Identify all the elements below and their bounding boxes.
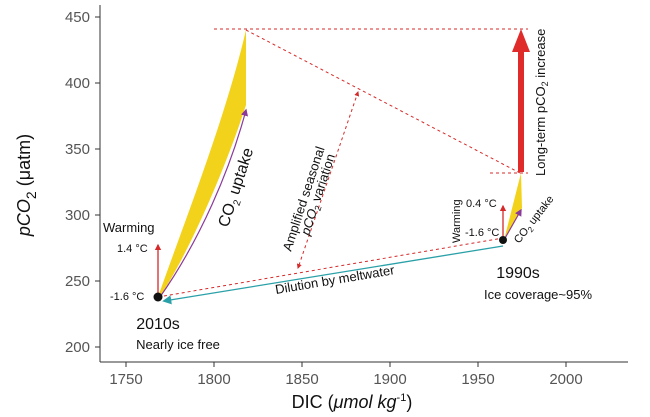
x-tick-label: 1750 — [109, 371, 142, 388]
y-axis-title: pCO2 (μatm) — [14, 134, 39, 237]
warming-label-2010s: Warming — [103, 220, 155, 235]
label-1990s: 1990s — [496, 265, 540, 282]
y-tick-label: 450 — [65, 9, 90, 26]
dashed-baseline — [157, 237, 504, 298]
long-term-increase-arrow — [512, 29, 530, 172]
dilution-label: Dilution by meltwater — [274, 262, 396, 297]
x-axis-title: DIC (μmol kg-1) — [292, 392, 413, 412]
temp-label-2010s-bottom: -1.6 °C — [110, 291, 144, 303]
long-term-increase-label: Long-term pCO2 increase — [533, 29, 550, 176]
x-tick-label: 1850 — [285, 371, 318, 388]
co2-uptake-curve-1990s — [503, 208, 522, 241]
x-tick-label: 1800 — [197, 371, 230, 388]
y-tick-label: 250 — [65, 273, 90, 290]
y-ticks: 450 400 350 300 250 200 — [65, 9, 100, 356]
y-tick-label: 300 — [65, 207, 90, 224]
x-tick-label: 1950 — [461, 371, 494, 388]
y-tick-label: 200 — [65, 339, 90, 356]
x-tick-label: 2000 — [549, 371, 582, 388]
y-tick-label: 400 — [65, 75, 90, 92]
seasonal-range-1990s — [504, 173, 522, 240]
point-1990s — [499, 236, 507, 244]
label-2010s: 2010s — [136, 316, 180, 333]
co2-uptake-curve-2010s — [159, 108, 248, 298]
point-2010s — [153, 292, 163, 302]
ice-coverage-label: Ice coverage~95% — [484, 287, 592, 302]
temp-label-1990s-bottom: -1.6 °C — [465, 227, 499, 239]
temp-label-2010s-top: 1.4 °C — [117, 243, 148, 255]
amplified-variation-arrow — [296, 91, 360, 269]
y-tick-label: 350 — [65, 141, 90, 158]
dilution-arrow — [162, 245, 504, 305]
warming-label-1990s: Warming — [451, 199, 463, 243]
nearly-ice-free-label: Nearly ice free — [136, 337, 220, 352]
seasonal-range-2010s — [158, 30, 246, 297]
temp-label-1990s-top: 0.4 °C — [466, 198, 497, 210]
x-ticks: 1750 1800 1850 1900 1950 2000 — [109, 362, 583, 388]
x-tick-label: 1900 — [373, 371, 406, 388]
dashed-diagonal — [245, 29, 521, 174]
